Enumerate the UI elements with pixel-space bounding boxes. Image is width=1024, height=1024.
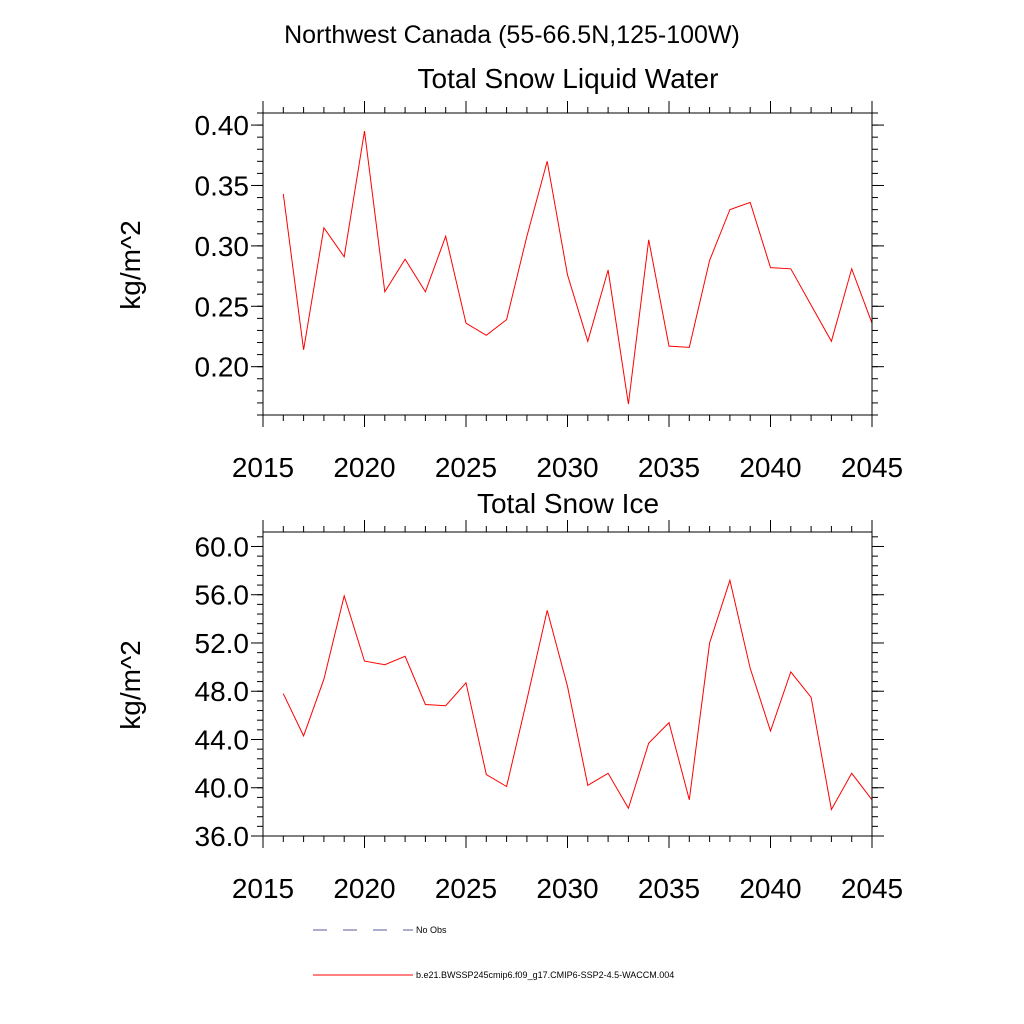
- major-ticks: [251, 520, 884, 848]
- x-tick-label: 2030: [536, 873, 598, 904]
- y-axis-label: kg/m^2: [115, 640, 146, 729]
- series-lines: [282, 578, 873, 811]
- series-line: [282, 578, 873, 811]
- y-tick-label: 44.0: [195, 724, 250, 755]
- legend-label: No Obs: [416, 925, 447, 935]
- minor-ticks: [257, 107, 878, 421]
- x-tick-label: 2035: [638, 452, 700, 483]
- y-tick-label: 0.30: [195, 231, 250, 262]
- x-tick-label: 2045: [841, 873, 903, 904]
- legend-label: b.e21.BWSSP245cmip6.f09_g17.CMIP6-SSP2-4…: [416, 970, 674, 980]
- x-tick-label: 2020: [333, 452, 395, 483]
- legend: No Obs b.e21.BWSSP245cmip6.f09_g17.CMIP6…: [313, 925, 674, 980]
- y-tick-label: 56.0: [195, 580, 250, 611]
- x-tick-labels: 2015 2020 2025 2030 2035 2040 2045: [232, 873, 903, 904]
- x-tick-label: 2035: [638, 873, 700, 904]
- x-tick-label: 2030: [536, 452, 598, 483]
- y-tick-label: 40.0: [195, 773, 250, 804]
- x-tick-label: 2040: [739, 452, 801, 483]
- y-tick-label: 36.0: [195, 821, 250, 852]
- y-axis-label: kg/m^2: [115, 220, 146, 309]
- x-tick-label: 2025: [435, 873, 497, 904]
- plot-frame: [262, 531, 873, 837]
- y-tick-labels: 0.20 0.25 0.30 0.35 0.40: [195, 110, 250, 383]
- legend-entry-no-obs: No Obs: [313, 925, 447, 935]
- page-title: Northwest Canada (55-66.5N,125-100W): [284, 21, 740, 49]
- x-tick-label: 2040: [739, 873, 801, 904]
- y-tick-label: 0.40: [195, 110, 250, 141]
- x-tick-label: 2020: [333, 873, 395, 904]
- y-tick-label: 0.35: [195, 170, 250, 201]
- series-line: [282, 131, 873, 405]
- x-tick-label: 2015: [232, 873, 294, 904]
- panel-title: Total Snow Ice: [477, 488, 659, 519]
- panel-snow-ice: Total Snow Ice kg/m^2 36.0 40.0 44.0 48.0 52…: [115, 488, 903, 904]
- series-lines: [282, 131, 873, 405]
- x-tick-label: 2045: [841, 452, 903, 483]
- panel-title: Total Snow Liquid Water: [418, 63, 719, 94]
- y-tick-label: 0.25: [195, 291, 250, 322]
- x-tick-label: 2025: [435, 452, 497, 483]
- y-tick-label: 60.0: [195, 531, 250, 562]
- x-tick-labels: 2015 2020 2025 2030 2035 2040 2045: [232, 452, 903, 483]
- legend-entry-model-run: b.e21.BWSSP245cmip6.f09_g17.CMIP6-SSP2-4…: [313, 970, 674, 980]
- panel-snow-liquid-water: Total Snow Liquid Water kg/m^2 0.200.250…: [115, 63, 903, 483]
- y-tick-label: 0.20: [195, 352, 250, 383]
- y-tick-label: 52.0: [195, 628, 250, 659]
- plot-frame: [262, 112, 873, 416]
- major-ticks: [251, 101, 884, 427]
- y-tick-label: 48.0: [195, 676, 250, 707]
- y-tick-labels: 36.0 40.0 44.0 48.0 52.0 56.0 60.0: [195, 531, 250, 852]
- minor-ticks: [257, 526, 878, 842]
- x-tick-label: 2015: [232, 452, 294, 483]
